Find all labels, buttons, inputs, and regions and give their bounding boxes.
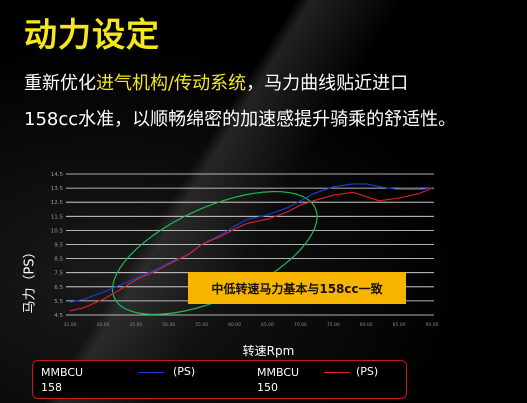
y-tick-label: 9.5 (54, 243, 63, 249)
legend-series-150-name: MMBCU 150 (257, 366, 300, 394)
desc-text-1: 重新优化 (24, 73, 96, 94)
legend-series-150-swatch (324, 372, 350, 373)
x-tick-label: 40.00 (96, 322, 109, 328)
legend-series-150-unit: (PS) (356, 365, 379, 378)
x-tick-label: 70.00 (294, 322, 307, 328)
y-axis-label: 马力（PS） (22, 245, 38, 314)
x-tick-label: 60.00 (228, 322, 241, 328)
y-tick-label: 12.5 (51, 200, 64, 206)
y-tick-label: 13.5 (51, 186, 64, 192)
callout-box: 中低转速马力基本与158cc一致 (188, 272, 406, 304)
desc-text-2: ，马力曲线贴近进口 (246, 73, 409, 94)
x-tick-label: 65.00 (261, 322, 274, 328)
chart-legend: MMBCU 158 (PS) MMBCU 150 (PS) (32, 360, 407, 399)
x-tick-label: 35.00 (64, 322, 77, 328)
y-tick-label: 6.5 (54, 285, 63, 291)
desc-highlight: 进气机构/传动系统 (96, 73, 247, 94)
y-tick-label: 11.5 (51, 214, 64, 220)
y-axis-label-wrap: 马力（PS） (14, 230, 44, 330)
y-tick-label: 14.5 (51, 172, 64, 178)
x-tick-label: 90.00 (426, 322, 439, 328)
x-tick-label: 45.00 (129, 322, 142, 328)
x-tick-label: 75.00 (327, 322, 340, 328)
desc-text-3: 158cc水准，以顺畅绵密的加速感提升骑乘的舒适性。 (24, 109, 457, 130)
x-tick-label: 50.00 (162, 322, 175, 328)
description: 重新优化进气机构/传动系统，马力曲线贴近进口 158cc水准，以顺畅绵密的加速感… (24, 66, 519, 138)
x-tick-label: 85.00 (393, 322, 406, 328)
series-line-1 (69, 187, 433, 312)
x-tick-label: 80.00 (360, 322, 373, 328)
legend-series-158-unit: (PS) (173, 365, 196, 378)
highlight-ellipse (111, 190, 318, 315)
y-tick-label: 5.5 (54, 299, 63, 305)
x-tick-label: 55.00 (195, 322, 208, 328)
y-tick-label: 4.5 (54, 313, 63, 319)
legend-series-158-name: MMBCU 158 (41, 366, 84, 394)
power-curve-chart: 4.5 5.5 6.5 7.5 8.5 9.5 10.5 11.5 12.5 13.5 14.5 35… (51, 172, 439, 328)
y-tick-label: 8.5 (54, 257, 63, 263)
legend-series-158-swatch (138, 372, 164, 373)
page-title: 动力设定 (24, 15, 160, 54)
series-line-0 (69, 183, 433, 303)
y-tick-label: 7.5 (54, 271, 63, 277)
x-axis-label: 转速Rpm (242, 344, 295, 358)
y-tick-label: 10.5 (51, 228, 64, 234)
